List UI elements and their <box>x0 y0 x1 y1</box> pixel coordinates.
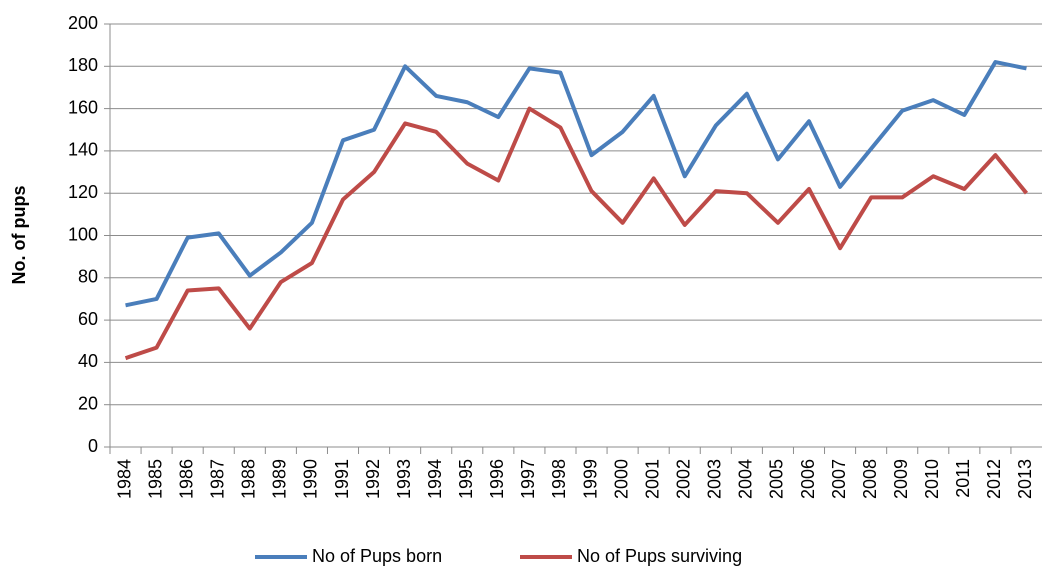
x-tick-label: 2010 <box>922 459 942 499</box>
x-tick-label: 1986 <box>176 459 196 499</box>
x-tick-label: 1987 <box>207 459 227 499</box>
series-line <box>125 60 1027 308</box>
y-tick-label: 20 <box>78 393 98 413</box>
x-tick-label: 1995 <box>456 459 476 499</box>
x-tick-label: 1996 <box>487 459 507 499</box>
y-tick-label: 120 <box>68 182 98 202</box>
x-tick-label: 2002 <box>673 459 693 499</box>
x-tick-label: 2006 <box>798 459 818 499</box>
series-line <box>124 106 1029 361</box>
x-tick-label: 2004 <box>736 459 756 499</box>
x-tick-label: 2008 <box>860 459 880 499</box>
x-tick-label: 2011 <box>953 459 973 498</box>
x-tick-label: 1988 <box>239 459 259 499</box>
x-tick-label: 2003 <box>705 459 725 499</box>
x-tick-label: 1997 <box>518 459 538 499</box>
y-tick-label: 160 <box>68 97 98 117</box>
legend-label: No of Pups surviving <box>577 546 742 566</box>
x-tick-label: 1993 <box>394 459 414 499</box>
x-tick-label: 2001 <box>642 459 662 499</box>
y-tick-label: 80 <box>78 267 98 287</box>
y-tick-label: 0 <box>88 436 98 456</box>
x-tick-label: 1991 <box>332 459 352 499</box>
x-tick-label: 2009 <box>891 459 911 499</box>
y-tick-label: 140 <box>68 140 98 160</box>
x-tick-label: 1999 <box>580 459 600 499</box>
x-tick-label: 1992 <box>363 459 383 499</box>
x-tick-label: 1998 <box>549 459 569 499</box>
x-tick-label: 1994 <box>425 459 445 499</box>
x-tick-label: 2013 <box>1015 459 1035 499</box>
y-tick-label: 40 <box>78 351 98 371</box>
x-tick-label: 2012 <box>984 459 1004 499</box>
y-tick-label: 180 <box>68 55 98 75</box>
legend-label: No of Pups born <box>312 546 442 566</box>
x-tick-label: 1984 <box>114 459 134 499</box>
y-tick-label: 200 <box>68 13 98 33</box>
x-tick-label: 2007 <box>829 459 849 499</box>
y-tick-label: 60 <box>78 309 98 329</box>
y-axis-label: No. of pups <box>9 186 29 285</box>
y-tick-label: 100 <box>68 224 98 244</box>
x-tick-label: 1990 <box>301 459 321 499</box>
x-tick-label: 1985 <box>145 459 165 499</box>
x-tick-label: 1989 <box>270 459 290 499</box>
x-tick-label: 2000 <box>611 459 631 499</box>
x-tick-label: 2005 <box>767 459 787 499</box>
